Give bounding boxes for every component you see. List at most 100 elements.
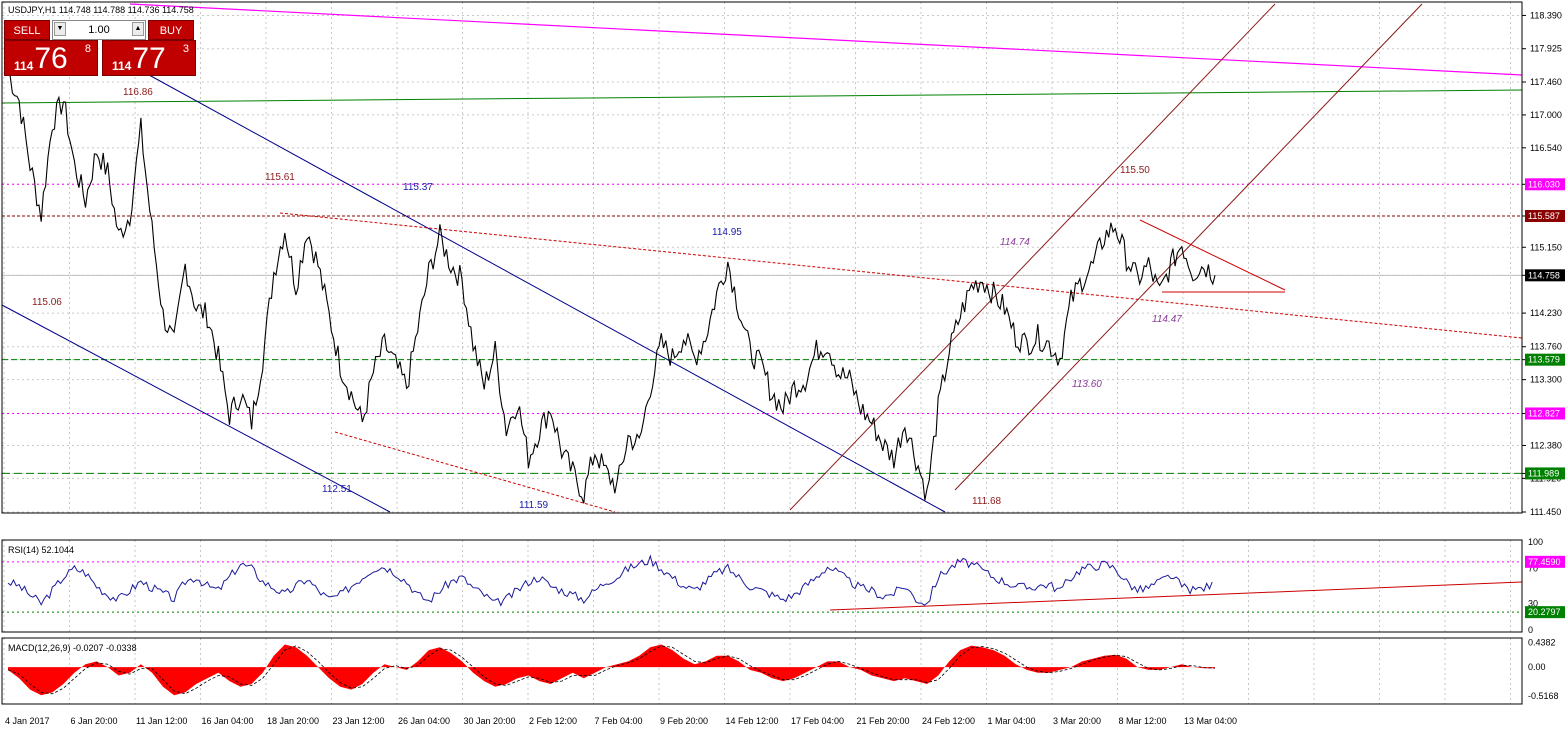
x-tick-label: 26 Jan 04:00: [398, 716, 450, 726]
y-tick-label: 112.380: [1530, 440, 1562, 450]
x-tick-label: 1 Mar 04:00: [988, 716, 1036, 726]
price-tag-box: [1525, 178, 1565, 191]
price-series-line: [7, 71, 1216, 504]
price-tag-label: 111.989: [1528, 468, 1559, 478]
macd-tick-label: -0.5168: [1528, 691, 1559, 701]
rsi-title: RSI(14) 52.1044: [8, 545, 74, 555]
rsi-tick-label: 30: [1528, 599, 1538, 609]
rsi-level-label: 77.4590: [1528, 557, 1561, 567]
rsi-trendline: [829, 581, 1523, 611]
price-tag-box: [1525, 210, 1565, 223]
price-tag-box: [1525, 269, 1565, 282]
series: [7, 71, 1216, 696]
lot-decrease-icon[interactable]: ▼: [54, 22, 66, 36]
price-annotation: 114.95: [712, 227, 742, 238]
y-tick-label: 117.000: [1530, 110, 1562, 120]
x-tick-label: 14 Feb 12:00: [726, 716, 779, 726]
price-annotation: 115.37: [403, 182, 433, 193]
y-tick-label: 117.460: [1530, 77, 1562, 87]
y-tick-label: 113.300: [1530, 375, 1562, 385]
lot-increase-icon[interactable]: ▲: [132, 22, 144, 36]
price-annotation: 115.61: [265, 172, 295, 183]
sell-price-pip: 8: [84, 43, 91, 55]
red-channel-lower: [954, 3, 1423, 491]
y-tick-label: 115.150: [1530, 242, 1562, 252]
pane-frame-2: [1, 637, 1523, 705]
price-tag-label: 113.579: [1528, 355, 1560, 365]
price-annotation: 116.86: [123, 87, 153, 98]
price-annotation: 115.50: [1120, 165, 1150, 176]
sell-button[interactable]: SELL: [4, 20, 50, 40]
x-tick-label: 8 Mar 12:00: [1119, 716, 1167, 726]
pane-frame-1: [1, 539, 1523, 633]
rsi-tick-label: 70: [1528, 563, 1538, 573]
one-click-trading-panel: SELL 1.00 ▼ ▲ BUY 114 76 8 114 77 3: [4, 20, 196, 76]
y-tick-label: 118.390: [1530, 10, 1562, 20]
price-tag-label: 116.030: [1528, 179, 1560, 189]
x-tick-label: 7 Feb 04:00: [595, 716, 643, 726]
lot-size-input[interactable]: 1.00: [52, 20, 146, 40]
price-annotation: 114.74: [1000, 237, 1030, 248]
buy-price-big: 77: [132, 42, 166, 75]
drawing-tools: [1, 3, 1523, 613]
y-tick-label: 117.925: [1530, 44, 1562, 54]
x-tick-label: 11 Jan 12:00: [136, 716, 187, 726]
macd-histogram: [8, 644, 1215, 696]
sell-price-box[interactable]: 114 76 8: [4, 40, 98, 76]
price-annotation: 115.06: [32, 297, 62, 308]
buy-price-box[interactable]: 114 77 3: [102, 40, 196, 76]
x-tick-label: 3 Mar 20:00: [1053, 716, 1101, 726]
price-tag-label: 112.827: [1528, 408, 1560, 418]
rsi-series-line: [7, 554, 1213, 607]
x-tick-label: 24 Feb 12:00: [922, 716, 975, 726]
price-annotation: 111.68: [972, 496, 1002, 507]
sell-price-prefix: 114: [14, 59, 34, 73]
rsi-level-label: 20.2797: [1528, 607, 1561, 617]
buy-price-prefix: 114: [112, 59, 132, 73]
x-tick-label: 30 Jan 20:00: [464, 716, 516, 726]
price-annotation: 114.47: [1152, 314, 1182, 325]
magenta-trendline: [129, 3, 1523, 76]
price-tag-box: [1525, 467, 1565, 480]
red-dashed-support: [334, 431, 616, 513]
sell-price-big: 76: [34, 42, 68, 75]
x-tick-label: 2 Feb 12:00: [529, 716, 577, 726]
red-channel-upper: [789, 3, 1276, 511]
price-tag-box: [1525, 407, 1565, 420]
red-dashed-trendline: [279, 212, 1523, 339]
x-tick-label: 4 Jan 2017: [5, 716, 50, 726]
x-tick-label: 18 Jan 20:00: [267, 716, 319, 726]
green-trendline: [1, 89, 1523, 104]
rsi-level-box: [1525, 606, 1565, 619]
buy-price-pip: 3: [182, 43, 189, 55]
price-tag-label: 115.587: [1528, 211, 1560, 221]
price-annotation: 112.51: [322, 484, 352, 495]
x-tick-label: 6 Jan 20:00: [71, 716, 118, 726]
x-tick-label: 21 Feb 20:00: [857, 716, 910, 726]
blue-channel-lower: [1, 304, 391, 513]
macd-signal-line: [7, 645, 1216, 695]
rsi-tick-label: 0: [1528, 625, 1533, 635]
x-tick-label: 13 Mar 04:00: [1184, 716, 1237, 726]
macd-tick-label: 0.00: [1528, 662, 1546, 672]
blue-channel-upper: [139, 69, 946, 513]
macd-tick-label: 0.4382: [1528, 637, 1556, 647]
macd-title: MACD(12,26,9) -0.0207 -0.0338: [8, 643, 137, 653]
grid: [2, 2, 1522, 704]
x-tick-label: 23 Jan 12:00: [333, 716, 385, 726]
x-tick-label: 9 Feb 20:00: [660, 716, 708, 726]
x-tick-label: 16 Jan 04:00: [202, 716, 254, 726]
rsi-tick-label: 100: [1528, 537, 1543, 547]
price-annotation: 111.59: [519, 500, 549, 511]
y-tick-label: 111.450: [1530, 507, 1561, 517]
y-tick-label: 113.760: [1530, 342, 1562, 352]
x-tick-label: 17 Feb 04:00: [791, 716, 844, 726]
buy-button[interactable]: BUY: [148, 20, 194, 40]
y-tick-label: 116.540: [1530, 143, 1562, 153]
rsi-level-box: [1525, 555, 1565, 568]
chart-title: USDJPY,H1 114.748 114.788 114.736 114.75…: [8, 5, 194, 15]
pane-frame-0: [1, 1, 1523, 514]
price-tag-box: [1525, 353, 1565, 366]
